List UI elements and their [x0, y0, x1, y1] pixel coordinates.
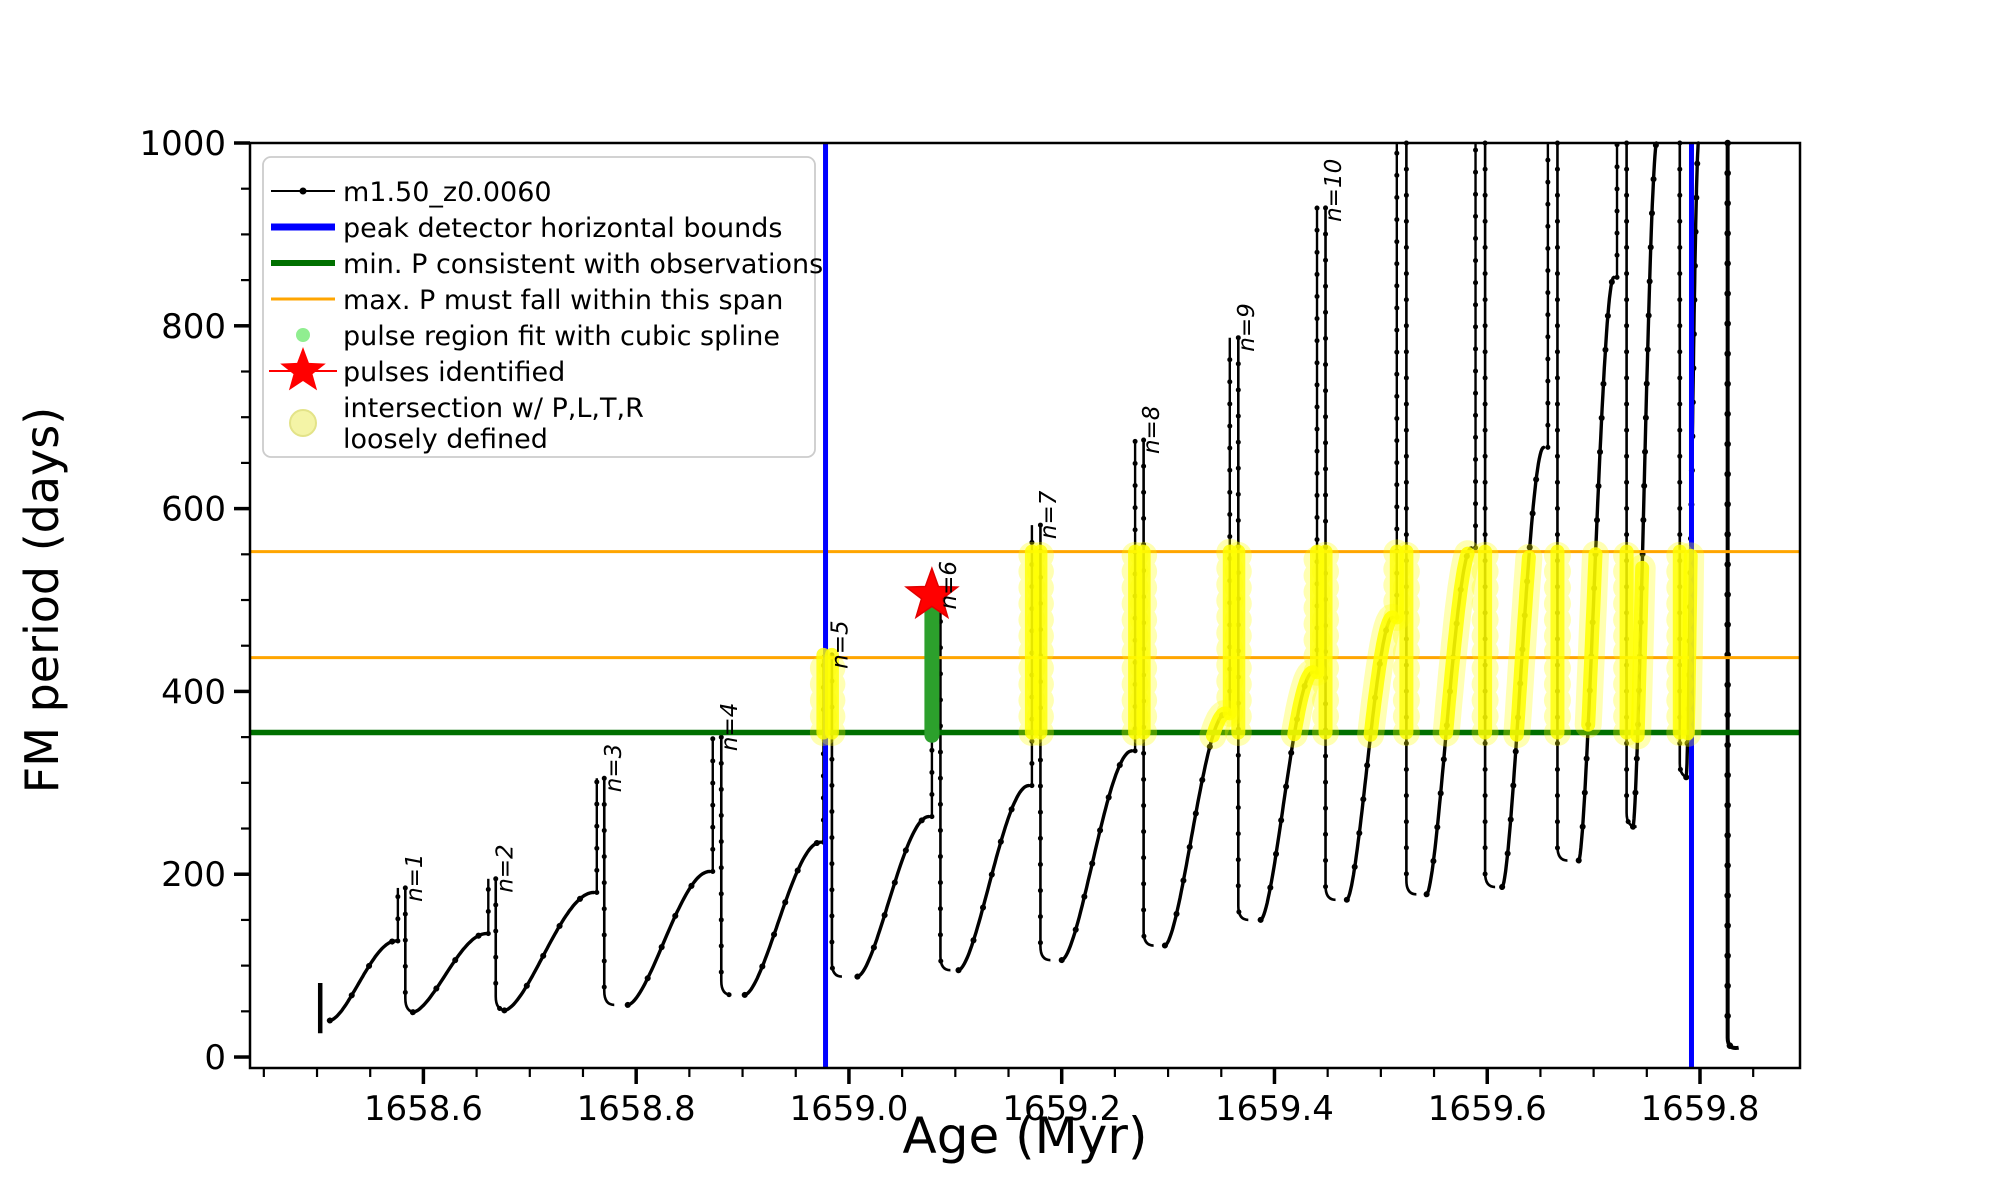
pulse-label: n=4 [717, 703, 743, 751]
x-tick-label: 1659.4 [1215, 1089, 1334, 1129]
legend-marker-yellow-dot [289, 409, 317, 437]
marker-dots [402, 885, 418, 1015]
axes: 1658.6 1658.8 1659.0 1659.2 1659.4 1659.6 1659… [139, 124, 1802, 1129]
series-rise [956, 783, 1031, 972]
marker-dots [493, 876, 509, 1013]
intersection-core [1581, 547, 1603, 732]
y-tick-label: 0 [204, 1038, 226, 1078]
series-drop [1405, 143, 1417, 896]
legend-marker-red-star [280, 347, 326, 391]
x-tick-label: 1659.6 [1428, 1089, 1547, 1129]
pulse-label: n=3 [601, 744, 627, 792]
x-tick-label: 1658.8 [577, 1089, 696, 1129]
x-tick-label: 1658.6 [364, 1089, 483, 1129]
legend-marker-green-dot [296, 328, 310, 342]
legend-item-label: intersection w/ P,L,T,R [343, 393, 644, 424]
marker-dots [1323, 205, 1339, 903]
series-drop [494, 878, 506, 1012]
marker-dots [1403, 140, 1419, 897]
marker-dots [1554, 140, 1570, 864]
intersection-core [1363, 610, 1400, 742]
series-rise [855, 814, 931, 979]
legend-item-label: min. P consistent with observations [343, 249, 823, 280]
legend-item-label: pulses identified [343, 357, 565, 388]
series-drop [830, 654, 843, 978]
y-tick-label: 600 [161, 490, 226, 530]
marker-dots [937, 592, 953, 973]
intersection-core [1680, 548, 1698, 741]
marker-dots [1482, 140, 1498, 890]
series-rise [411, 931, 488, 1014]
legend-marker-dot [299, 187, 307, 195]
marker-dots [718, 734, 734, 998]
marker-dots [1343, 614, 1396, 903]
y-tick-label: 1000 [139, 124, 226, 164]
series-rise [502, 890, 596, 1013]
intersection-core [1287, 665, 1320, 742]
pulse-label: n=6 [936, 561, 962, 609]
pulse-label: n=10 [1321, 159, 1347, 222]
series-drop [602, 778, 615, 1007]
series-drop [1237, 337, 1249, 922]
series-drop [1556, 143, 1568, 862]
series-rise [626, 869, 712, 1007]
x-tick-label: 1659.0 [789, 1089, 908, 1129]
marker-dots [326, 937, 399, 1024]
series-drop [1483, 143, 1496, 889]
pulse-star-layer [904, 566, 960, 620]
y-tick-label: 200 [161, 855, 226, 895]
marker-dots [1630, 140, 1660, 830]
marker-dots [624, 868, 713, 1008]
marker-dots [1724, 139, 1742, 1052]
pulse-label: n=2 [492, 844, 518, 892]
intersection-core [1509, 550, 1536, 742]
legend-item-label: max. P must fall within this span [343, 285, 783, 316]
marker-dots [501, 889, 597, 1014]
series-drop [1039, 525, 1051, 962]
marker-dots [955, 782, 1032, 974]
series-drop [1142, 440, 1154, 947]
marker-dots [854, 813, 932, 980]
pulse-label: n=9 [1234, 303, 1260, 351]
legend-box [262, 156, 816, 458]
pulse-labels: n=1 n=2 n=3 n=4 n=5 n=6 n=7 n=8 n=9 n=10 [402, 159, 1347, 902]
x-axis-title: Age (Myr) [902, 1107, 1148, 1165]
axes-frame [248, 141, 1802, 1070]
marker-dots [1058, 747, 1135, 964]
marker-dots [1575, 274, 1617, 864]
pulse-label: n=5 [827, 620, 853, 668]
pulse-label: n=7 [1036, 490, 1062, 539]
series-rise [1060, 749, 1134, 962]
marker-dots [741, 839, 824, 998]
series-drop [939, 595, 951, 972]
y-tick-label: 800 [161, 307, 226, 347]
pulse-label: n=8 [1139, 406, 1165, 454]
marker-dots [1624, 140, 1640, 830]
legend-item-label: m1.50_z0.0060 [343, 177, 552, 208]
x-tick-label: 1659.8 [1641, 1089, 1760, 1129]
legend-item-label: peak detector horizontal bounds [343, 213, 782, 244]
marker-dots [409, 930, 490, 1016]
y-tick-label: 400 [161, 672, 226, 712]
legend-item-label: loosely defined [343, 424, 548, 455]
intersection-core [1630, 560, 1650, 743]
pulse-identified-star [904, 566, 960, 620]
pulse-label: n=1 [402, 853, 428, 901]
series-rise [328, 939, 398, 1023]
series-rise [743, 840, 822, 997]
marker-dots [601, 775, 617, 1008]
x-tick-label: 1659.2 [1002, 1089, 1121, 1129]
legend-item-label: pulse region fit with cubic spline [343, 321, 780, 352]
intersection-core [1439, 546, 1475, 741]
intersection-overlay [809, 538, 1705, 750]
y-axis-title: FM period (days) [15, 406, 69, 794]
